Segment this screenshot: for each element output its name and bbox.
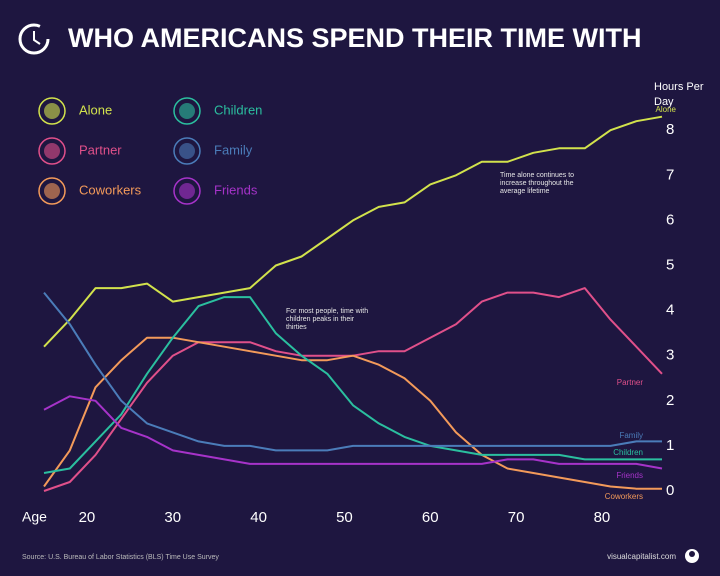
- x-tick-label: 20: [79, 509, 96, 526]
- series-line: [43, 291, 662, 452]
- x-axis-label: Age: [22, 509, 47, 525]
- end-label: Coworkers: [605, 492, 643, 501]
- end-label: Family: [619, 431, 643, 440]
- legend-icon-fill: [44, 183, 60, 199]
- annotation: Time alone continues to increase through…: [500, 172, 575, 195]
- y-tick-label: 3: [666, 347, 674, 364]
- y-tick-label: 7: [666, 166, 674, 183]
- logo: [18, 23, 50, 55]
- x-tick-label: 80: [594, 509, 611, 526]
- legend-item: Partner: [38, 137, 122, 165]
- x-tick-label: 40: [250, 509, 267, 526]
- legend-icon: [38, 137, 66, 165]
- legend-icon-fill: [44, 143, 60, 159]
- legend-item: Friends: [173, 177, 258, 205]
- legend-label: Alone: [79, 102, 112, 117]
- legend-icon: [38, 177, 66, 205]
- legend-item: Children: [173, 97, 262, 125]
- series-line: [43, 296, 662, 474]
- title: WHO AMERICANS SPEND THEIR TIME WITH: [68, 23, 642, 53]
- x-tick-label: 60: [422, 509, 439, 526]
- legend-icon: [38, 97, 66, 125]
- legend-icon-fill: [179, 183, 195, 199]
- end-label: Friends: [616, 471, 643, 480]
- legend-item: Coworkers: [38, 177, 142, 205]
- y-axis-label: Hours Per Day: [654, 81, 704, 108]
- legend-icon: [173, 177, 201, 205]
- legend-label: Family: [214, 142, 253, 157]
- y-tick-label: 2: [666, 392, 674, 409]
- series-line: [43, 395, 663, 470]
- brand: visualcapitalist.com: [607, 552, 676, 561]
- x-tick-label: 30: [164, 509, 181, 526]
- y-tick-label: 0: [666, 482, 674, 499]
- end-label: Children: [613, 448, 643, 457]
- legend-icon: [173, 97, 201, 125]
- series-line: [43, 115, 663, 348]
- legend-label: Coworkers: [79, 182, 142, 197]
- annotation: For most people, time with children peak…: [286, 308, 369, 331]
- legend-icon-fill: [179, 143, 195, 159]
- end-label: Partner: [617, 378, 644, 387]
- legend-label: Friends: [214, 182, 258, 197]
- legend-item: Family: [173, 137, 253, 165]
- brand-logo: [685, 549, 699, 563]
- y-tick-label: 4: [666, 302, 674, 319]
- source: Source: U.S. Bureau of Labor Statistics …: [22, 554, 219, 561]
- end-label: Alone: [656, 105, 677, 114]
- y-tick-label: 6: [666, 211, 674, 228]
- series-line: [43, 336, 662, 490]
- legend-icon: [173, 137, 201, 165]
- y-tick-label: 1: [666, 437, 674, 454]
- legend-label: Partner: [79, 142, 122, 157]
- x-tick-label: 70: [508, 509, 525, 526]
- y-tick-label: 8: [666, 121, 674, 138]
- legend-item: Alone: [38, 97, 112, 125]
- legend-icon-fill: [44, 103, 60, 119]
- y-tick-label: 5: [666, 256, 674, 273]
- legend-icon-fill: [179, 103, 195, 119]
- legend-label: Children: [214, 102, 262, 117]
- x-tick-label: 50: [336, 509, 353, 526]
